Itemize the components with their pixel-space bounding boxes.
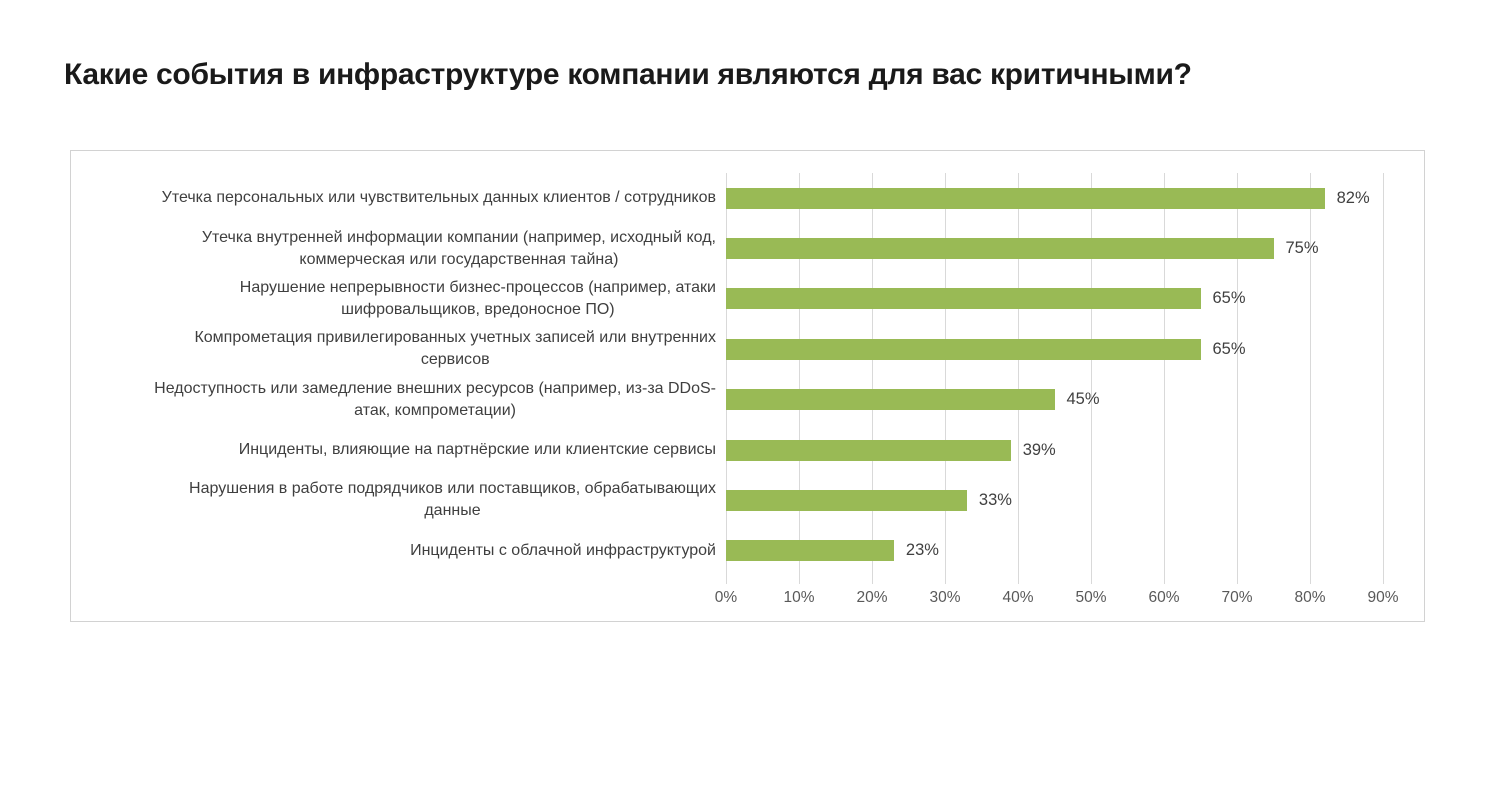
chart-panel: Утечка персональных или чувствительных д… <box>70 150 1425 622</box>
bar-value-label: 33% <box>978 490 1012 509</box>
bar-row: Компрометация привилегированных учетных … <box>86 324 1383 374</box>
x-tick-label: 30% <box>929 589 961 606</box>
gridlines <box>726 173 1384 584</box>
bar <box>726 288 1201 310</box>
x-tick-label: 60% <box>1148 589 1180 606</box>
bar-row: Нарушение непрерывности бизнес-процессов… <box>86 274 1383 324</box>
category-label: Утечка внутренней информации компании (н… <box>201 228 716 268</box>
category-label-cell: Компрометация привилегированных учетных … <box>86 324 726 374</box>
bar-value-label: 75% <box>1285 239 1319 258</box>
gridline <box>1164 173 1165 584</box>
gridline <box>945 173 946 584</box>
bar-track: 39% <box>726 425 1383 475</box>
bar-track: 75% <box>726 223 1383 273</box>
bar-value-label: 65% <box>1212 339 1246 358</box>
gridline <box>726 173 727 584</box>
x-axis: 0% 10% 20% 30% 40% 50% 60% 70% 80% 90% <box>715 589 1399 613</box>
category-label: Компрометация привилегированных учетных … <box>194 329 716 369</box>
category-label-cell: Утечка персональных или чувствительных д… <box>86 173 726 223</box>
category-label-cell: Инциденты с облачной инфраструктурой <box>86 526 726 576</box>
gridline <box>1091 173 1092 584</box>
bar <box>726 338 1201 360</box>
bar-row: Нарушения в работе подрядчиков или поста… <box>86 475 1383 525</box>
bar-track: 82% <box>726 173 1383 223</box>
bar-value-label: 45% <box>1066 390 1100 409</box>
bar <box>726 489 967 511</box>
bar-value-label: 82% <box>1336 188 1370 207</box>
gridline <box>1017 173 1019 584</box>
category-label: Инциденты с облачной инфраструктурой <box>410 541 716 559</box>
bar <box>726 540 894 562</box>
category-label-cell: Утечка внутренней информации компании (н… <box>86 223 726 273</box>
x-tick-label: 20% <box>856 589 888 606</box>
x-tick-label: 90% <box>1367 589 1399 606</box>
category-label-cell: Недоступность или замедление внешних рес… <box>86 375 726 425</box>
x-tick-label: 0% <box>714 589 738 606</box>
category-label: Нарушение непрерывности бизнес-процессов… <box>239 278 716 318</box>
bar-row: Утечка внутренней информации компании (н… <box>86 223 1383 273</box>
bar-track: 65% <box>726 274 1383 324</box>
category-label-cell: Нарушение непрерывности бизнес-процессов… <box>86 274 726 324</box>
bar-value-label: 65% <box>1212 289 1246 308</box>
bar-track: 33% <box>726 475 1383 525</box>
bar-track: 65% <box>726 324 1383 374</box>
footer: кибер безопасность positive technologies <box>0 705 1493 765</box>
category-label-cell: Нарушения в работе подрядчиков или поста… <box>86 475 726 525</box>
bar-row: Инциденты с облачной инфраструктурой 23% <box>86 526 1383 576</box>
category-label: Недоступность или замедление внешних рес… <box>154 379 716 419</box>
bar <box>726 439 1011 461</box>
x-tick-label: 40% <box>1002 589 1034 606</box>
bar <box>726 389 1055 411</box>
bar <box>726 238 1274 260</box>
category-label: Нарушения в работе подрядчиков или поста… <box>189 480 716 520</box>
bar-track: 45% <box>726 375 1383 425</box>
bar-rows: Утечка персональных или чувствительных д… <box>86 173 1383 576</box>
bar-row: Инциденты, влияющие на партнёрские или к… <box>86 425 1383 475</box>
bar-track: 23% <box>726 526 1383 576</box>
gridline <box>798 173 800 584</box>
bar <box>726 187 1325 209</box>
gridline <box>871 173 873 584</box>
x-tick-label: 10% <box>783 589 815 606</box>
bar-row: Утечка персональных или чувствительных д… <box>86 173 1383 223</box>
category-label: Инциденты, влияющие на партнёрские или к… <box>238 441 716 459</box>
category-label-cell: Инциденты, влияющие на партнёрские или к… <box>86 425 726 475</box>
gridline <box>1237 173 1238 584</box>
category-label: Утечка персональных или чувствительных д… <box>161 189 716 207</box>
x-tick-label: 80% <box>1294 589 1326 606</box>
x-tick-label: 50% <box>1075 589 1107 606</box>
gridline <box>1309 173 1311 584</box>
x-tick-label: 70% <box>1221 589 1253 606</box>
bar-value-label: 23% <box>905 541 939 560</box>
bar-value-label: 39% <box>1022 440 1056 459</box>
chart-title: Какие события в инфраструктуре компании … <box>64 58 1192 91</box>
gridline <box>1383 173 1384 584</box>
bar-row: Недоступность или замедление внешних рес… <box>86 375 1383 425</box>
